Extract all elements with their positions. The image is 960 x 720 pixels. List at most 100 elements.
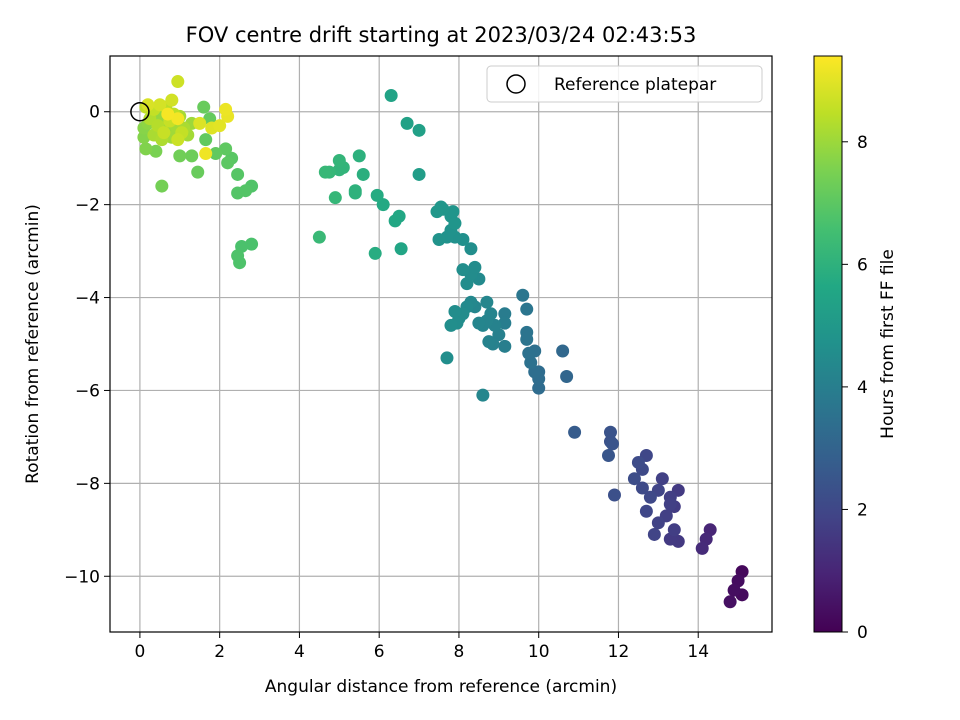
- plot-frame: [109, 55, 773, 633]
- scatter-point: [460, 277, 474, 291]
- scatter-point: [141, 98, 155, 112]
- y-tick-label: −4: [75, 289, 100, 309]
- scatter-point: [556, 344, 570, 358]
- scatter-point: [233, 256, 247, 270]
- scatter-point: [400, 116, 414, 130]
- scatter-point: [171, 112, 185, 126]
- scatter-point: [498, 339, 512, 353]
- scatter-point: [520, 332, 534, 346]
- scatter-point: [498, 316, 512, 330]
- scatter-point: [221, 156, 235, 170]
- reference-marker: [130, 101, 150, 122]
- scatter-point: [209, 147, 223, 161]
- legend-box: [486, 65, 763, 103]
- scatter-point: [155, 179, 169, 193]
- scatter-point: [522, 346, 536, 360]
- colorbar-tick-label: 6: [857, 255, 868, 275]
- scatter-point: [444, 318, 458, 332]
- scatter-point: [667, 523, 681, 537]
- x-tick-label: 0: [134, 642, 145, 662]
- scatter-point: [440, 351, 454, 365]
- scatter-point: [328, 191, 342, 205]
- scatter-point: [639, 504, 653, 518]
- y-axis-ticks: 0 −2 −4 −6 −8 −10: [64, 103, 110, 587]
- scatter-point: [213, 119, 227, 133]
- scatter-point: [161, 107, 175, 121]
- scatter-point: [568, 425, 582, 439]
- scatter-point: [191, 165, 205, 179]
- scatter-point: [605, 437, 619, 451]
- scatter-point: [627, 472, 641, 486]
- scatter-point: [352, 149, 366, 163]
- scatter-point: [456, 263, 470, 277]
- scatter-point: [193, 116, 207, 130]
- scatter-point: [647, 527, 661, 541]
- scatter-point: [476, 388, 490, 402]
- scatter-point: [412, 123, 426, 137]
- scatter-point: [332, 154, 346, 168]
- colorbar-label: Hours from first FF file: [878, 249, 898, 439]
- x-tick-label: 10: [528, 642, 550, 662]
- x-tick-label: 8: [454, 642, 465, 662]
- scatter-point: [348, 186, 362, 200]
- x-axis-ticks: 0 2 4 6 8 10 12 14: [134, 632, 709, 662]
- y-tick-label: 0: [89, 103, 100, 123]
- y-tick-label: −8: [75, 474, 100, 494]
- y-tick-label: −6: [75, 381, 100, 401]
- scatter-point: [532, 381, 546, 395]
- scatter-point: [432, 232, 446, 246]
- scatter-point: [635, 481, 649, 495]
- scatter-point: [171, 75, 185, 89]
- x-axis-label: Angular distance from reference (arcmin): [265, 677, 617, 697]
- scatter-point: [663, 497, 677, 511]
- y-tick-label: −10: [64, 567, 100, 587]
- scatter-point: [318, 165, 332, 179]
- legend-label-reference: Reference platepar: [554, 75, 716, 95]
- scatter-point: [197, 100, 211, 114]
- scatter-point: [603, 425, 617, 439]
- x-tick-label: 12: [608, 642, 630, 662]
- scatter-point: [153, 98, 167, 112]
- scatter-point: [472, 316, 486, 330]
- x-tick-label: 6: [374, 642, 385, 662]
- scatter-point: [498, 307, 512, 321]
- scatter-point: [199, 147, 213, 161]
- scatter-point: [139, 142, 153, 156]
- scatter-point: [601, 448, 615, 462]
- scatter-point: [219, 102, 233, 116]
- x-tick-label: 4: [294, 642, 305, 662]
- scatter-point: [727, 583, 741, 597]
- scatter-point: [560, 370, 574, 384]
- scatter-point: [332, 163, 346, 177]
- colorbar: [813, 55, 843, 633]
- scatter-point: [165, 93, 179, 107]
- scatter-point: [185, 149, 199, 163]
- scatter-point: [520, 302, 534, 316]
- scatter-point: [446, 205, 460, 219]
- scatter-point: [356, 167, 370, 181]
- scatter-point: [607, 488, 621, 502]
- scatter-point: [149, 144, 163, 158]
- scatter-point: [482, 335, 496, 349]
- scatter-point: [219, 142, 233, 156]
- legend: Reference platepar: [486, 65, 763, 103]
- scatter-point: [723, 595, 737, 609]
- scatter-point: [464, 242, 478, 256]
- x-tick-label: 2: [214, 642, 225, 662]
- y-axis-label: Rotation from reference (arcmin): [23, 204, 43, 484]
- scatter-point: [173, 149, 187, 163]
- colorbar-tick-label: 0: [857, 623, 868, 643]
- legend-marker-reference: [506, 74, 526, 94]
- scatter-point: [384, 88, 398, 102]
- colorbar-ticks: 0 2 4 6 8: [842, 133, 868, 643]
- scatter-point: [245, 237, 259, 251]
- scatter-point: [480, 295, 494, 309]
- scatter-point: [388, 214, 402, 228]
- scatter-point: [448, 304, 462, 318]
- colorbar-tick-label: 8: [857, 133, 868, 153]
- scatter-point: [412, 167, 426, 181]
- scatter-point: [448, 216, 462, 230]
- scatter-point: [370, 188, 384, 202]
- scatter-point: [631, 455, 645, 469]
